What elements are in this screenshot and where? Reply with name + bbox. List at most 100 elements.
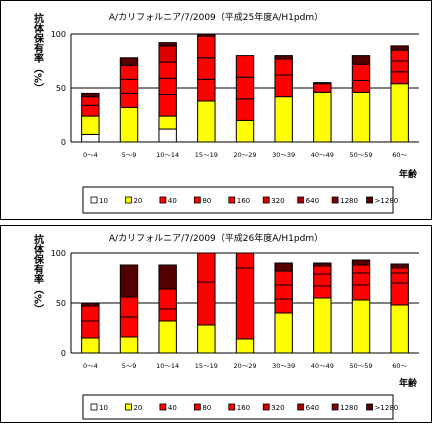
bar-segment	[235, 252, 255, 269]
bar-segment	[235, 119, 255, 143]
bar-segment	[390, 267, 409, 274]
x-tick-label: 60〜	[392, 151, 407, 159]
x-tick-label: 50〜59	[349, 151, 372, 159]
x-tick-label: 10〜14	[156, 362, 179, 370]
x-tick-label: 30〜39	[272, 151, 295, 159]
bar-segment	[351, 264, 371, 274]
bar-segment	[313, 262, 332, 267]
bar-segment	[197, 252, 216, 283]
bar-segment	[274, 96, 293, 143]
legend-swatch	[193, 196, 201, 204]
legend-swatch	[297, 196, 305, 204]
y-tick-label: 50	[56, 299, 66, 308]
bar-segment	[81, 320, 100, 339]
legend-label: 40	[168, 404, 177, 412]
x-tick-label: 60〜	[392, 362, 407, 370]
chart-title: A/カリフォルニア/7/2009（平成26年度A/H1pdm）	[109, 232, 323, 244]
bar-segment	[235, 98, 255, 121]
bar-segment	[235, 76, 255, 100]
bar-segment	[351, 299, 371, 354]
bar-segment	[158, 115, 177, 130]
bar-segment	[197, 57, 216, 80]
bar-segment	[81, 92, 100, 98]
legend-label: >1280	[375, 197, 399, 205]
legend-label: >1280	[375, 404, 399, 412]
bar-segment	[235, 267, 255, 340]
bar-segment	[158, 128, 177, 143]
legend-label: 40	[168, 197, 177, 205]
bar-segment	[158, 308, 177, 322]
bar-segment	[197, 100, 216, 143]
bar-segment	[390, 71, 409, 85]
bar-segment	[390, 60, 409, 73]
bar-segment	[119, 64, 139, 80]
bar-segment	[274, 74, 293, 98]
legend-label: 80	[202, 197, 211, 205]
bar-segment	[197, 281, 216, 326]
bar-segment	[351, 272, 371, 286]
legend-label: 20	[133, 404, 142, 412]
bar-segment	[235, 55, 255, 78]
bar-segment	[119, 106, 139, 143]
bar-segment	[390, 45, 409, 51]
x-tick-label: 40〜49	[311, 151, 334, 159]
x-tick-label: 20〜29	[233, 362, 256, 370]
x-tick-label: 40〜49	[311, 362, 334, 370]
bar-segment	[390, 282, 409, 306]
legend-label: 10	[99, 404, 108, 412]
bar-segment	[351, 259, 371, 266]
bar-segment	[313, 285, 332, 299]
legend-swatch	[193, 403, 201, 411]
legend-swatch	[90, 196, 98, 204]
bar-segment	[81, 96, 100, 106]
legend-swatch	[159, 196, 167, 204]
chart-title: A/カリフォルニア/7/2009（平成25年度A/H1pdm）	[109, 11, 323, 23]
bar-segment	[81, 133, 100, 143]
bar-segment	[119, 296, 139, 318]
bar-segment	[390, 263, 409, 269]
legend-swatch	[331, 403, 339, 411]
bar-segment	[274, 58, 293, 76]
bar-segment	[313, 265, 332, 275]
y-axis-label: 抗体保有率（%）	[32, 233, 45, 314]
bar-segment	[197, 324, 216, 354]
legend-label: 160	[237, 197, 250, 205]
bar-segment	[274, 298, 293, 314]
bar-segment	[119, 316, 139, 338]
bar-segment	[158, 42, 177, 47]
bar-segment	[274, 270, 293, 286]
legend-swatch	[125, 403, 132, 411]
bar-segment	[197, 33, 216, 37]
bar-segment	[158, 320, 177, 354]
bar-segment	[81, 104, 100, 117]
x-tick-label: 0〜4	[83, 151, 98, 159]
bar-segment	[81, 305, 100, 322]
legend-label: 1280	[340, 197, 358, 205]
bar-segment	[351, 55, 371, 65]
legend-label: 320	[271, 404, 284, 412]
legend-label: 10	[99, 197, 108, 205]
bar-segment	[313, 91, 332, 143]
x-tick-label: 50〜59	[349, 362, 372, 370]
x-tick-label: 0〜4	[83, 362, 98, 370]
bar-segment	[158, 77, 177, 95]
legend-swatch	[90, 403, 98, 411]
bar-segment	[81, 302, 100, 307]
x-tick-label: 5〜9	[122, 151, 137, 159]
bar-segment	[390, 83, 409, 143]
legend-label: 20	[133, 197, 142, 205]
legend-box	[82, 186, 394, 214]
legend-label: 1280	[340, 404, 358, 412]
bar-segment	[313, 297, 332, 354]
bar-segment	[274, 262, 293, 272]
y-tick-label: 0	[61, 138, 66, 147]
legend-swatch	[366, 403, 373, 411]
legend-box	[82, 394, 394, 420]
x-tick-label: 15〜19	[195, 151, 218, 159]
bar-segment	[274, 312, 293, 354]
y-tick-label: 100	[51, 249, 66, 258]
x-tick-label: 20〜29	[233, 151, 256, 159]
chart-panel-2014: A/カリフォルニア/7/2009（平成26年度A/H1pdm） 抗体保有率（%） 0…	[0, 225, 432, 423]
x-axis-label: 年齢	[399, 168, 418, 180]
legend-label: 640	[306, 404, 319, 412]
